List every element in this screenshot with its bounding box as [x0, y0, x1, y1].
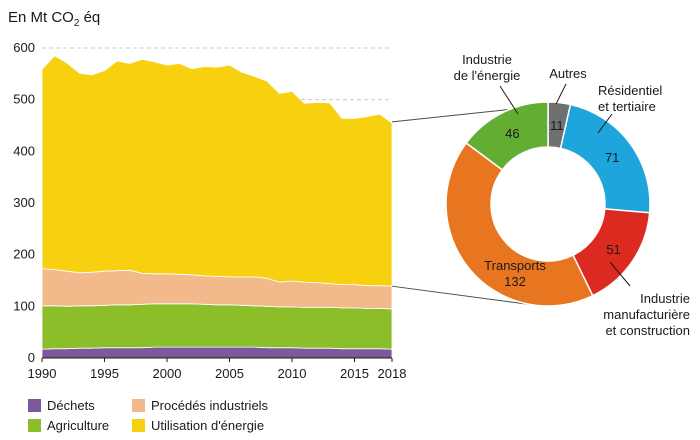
donut-label-industrie-energie: Industrie de l'énergie — [454, 52, 521, 83]
legend-item-procedes: Procédés industriels — [132, 398, 268, 413]
y-tick-label: 200 — [13, 247, 35, 262]
x-tick-label: 2010 — [278, 366, 307, 381]
y-tick-label: 300 — [13, 195, 35, 210]
donut-labels: Autres Industrie de l'énergie Résidentiel et… — [454, 52, 690, 338]
donut-label-residentiel-tertiaire: Résidentiel et tertiaire — [598, 83, 662, 114]
label-leader-line — [499, 85, 519, 115]
legend-label: Procédés industriels — [151, 398, 269, 413]
legend-swatch — [132, 399, 145, 412]
donut-slice-industrie-energie — [465, 101, 549, 171]
legend-label: Agriculture — [47, 418, 110, 433]
label-leader-line — [555, 83, 567, 105]
legend-swatch — [28, 399, 41, 412]
legend-item-energie: Utilisation d'énergie — [132, 418, 264, 433]
label-leader-line — [597, 113, 613, 134]
x-tick-label: 2005 — [215, 366, 244, 381]
donut-value-industrie-manufacturiere: 51 — [606, 242, 620, 257]
axes: 0 100 200 300 400 500 600 1990 1995 2000 2005 2010 2… — [13, 40, 406, 381]
donut-value-residentiel-tertiaire: 71 — [605, 150, 619, 165]
legend-item-dechets: Déchets — [28, 398, 95, 413]
legend-label: Déchets — [47, 398, 95, 413]
y-tick-label: 600 — [13, 40, 35, 55]
x-tick-label: 2015 — [340, 366, 369, 381]
y-tick-label: 400 — [13, 143, 35, 158]
donut-slice-residentiel-tertiaire — [559, 103, 651, 214]
x-tick-label: 2000 — [153, 366, 182, 381]
donut-value-industrie-energie: 46 — [505, 126, 519, 141]
donut-chart: 11 71 51 46 — [445, 101, 651, 307]
legend-item-agriculture: Agriculture — [28, 418, 109, 433]
stacked-area-plot — [41, 55, 393, 359]
donut-slice-transports — [445, 141, 594, 307]
y-tick-label: 100 — [13, 298, 35, 313]
donut-value-autres: 11 — [550, 118, 564, 133]
connector-line-top — [391, 108, 510, 123]
y-tick-label: 0 — [28, 350, 35, 365]
chart-canvas: En Mt CO2 éq 0 100 200 300 400 500 600 1990 1995… — [8, 9, 690, 381]
label-leader-line — [609, 261, 631, 287]
x-tick-label: 2018 — [378, 366, 407, 381]
area-series-utilisation-energie — [41, 55, 393, 287]
donut-label-industrie-manufacturiere: Industrie manufacturière et construction — [603, 291, 690, 338]
area-series-agriculture — [41, 303, 393, 350]
legend-swatch — [132, 419, 145, 432]
donut-label-autres: Autres — [549, 66, 587, 81]
legend-swatch — [28, 419, 41, 432]
legend-label: Utilisation d'énergie — [151, 418, 265, 433]
x-tick-label: 1995 — [90, 366, 119, 381]
donut-label-transports: Transports 132 — [484, 258, 546, 289]
y-axis-unit-label: En Mt CO2 éq — [8, 9, 100, 29]
donut-connector-lines — [391, 108, 534, 306]
y-tick-label: 500 — [13, 92, 35, 107]
x-tick-label: 1990 — [28, 366, 57, 381]
connector-line-bottom — [391, 285, 534, 306]
